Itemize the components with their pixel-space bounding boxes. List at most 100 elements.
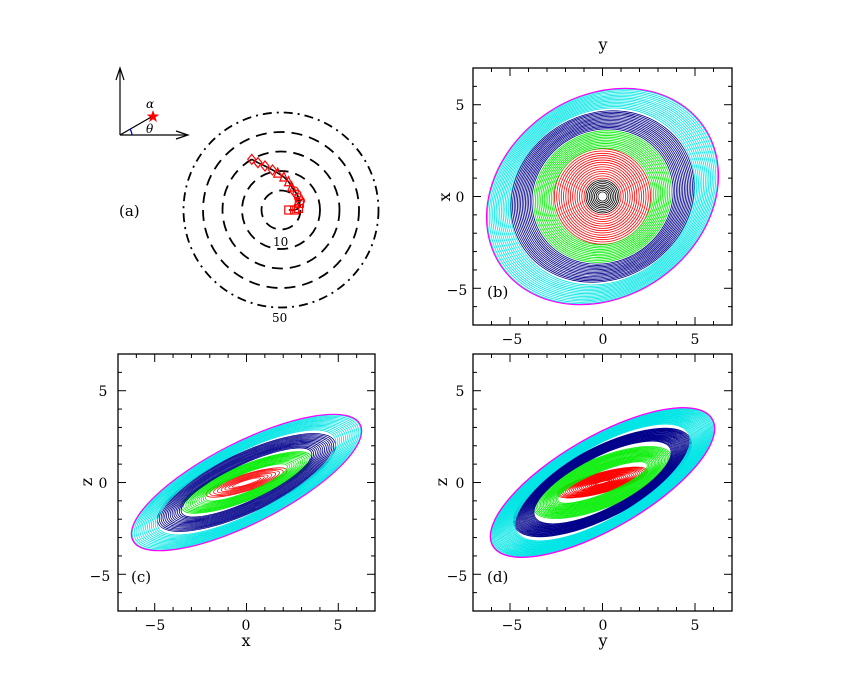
inset-star-marker [146,110,160,122]
panel-d-xtick-neg5: −5 [502,618,523,634]
panel-b-xtick-neg5: −5 [502,332,523,348]
panel-d-contours [489,407,716,558]
panel-b-contour-black-0 [597,191,608,202]
panel-d-contour-blue-13 [521,432,684,533]
panel-c-contour-cyan-0 [156,429,337,536]
panel-b-contour-red-2 [579,173,626,220]
panel-c-label: (c) [131,568,151,586]
panel-d-contour-blue-4 [529,438,676,527]
panel-b-contour-blue-12 [512,111,693,282]
panel-d-contour-red-8 [579,474,626,491]
panel-c-xtick-5: 5 [334,618,343,634]
panel-c-contour-cyan-2 [152,427,341,538]
panel-c-xtick-0: 0 [242,618,251,634]
panel-b-contour-cyan-6 [499,98,706,295]
panel-b-contour-blue-3 [526,124,679,269]
track-group [246,153,306,215]
panel-b-contour-red-5 [572,166,633,227]
ring-50 [182,111,380,309]
panel-b-contour-green-4 [545,141,660,252]
track-marker-triangle [286,180,297,192]
panel-d-label: (d) [487,568,508,586]
track-marker-diamond [253,156,263,169]
panel-b-contour-cyan-9 [494,94,711,299]
panel-c-contour-blue-2 [177,445,316,520]
panel-d-contour-green-7 [547,455,658,510]
panel-c-contour-green-11 [181,451,312,514]
panel-d-contour-green-6 [548,456,657,509]
panel-b-contour-red-10 [560,155,645,238]
panel-d-contour-blue-1 [532,440,673,525]
panel-b-contour-blue-1 [529,127,676,266]
panel-c-contours [130,413,363,552]
panel-d-contour-red-0 [594,479,611,486]
panel-c-contour-green-1 [202,462,291,503]
panel-d-contour-red-4 [587,477,618,488]
panel-b-contour-blue-2 [528,125,677,268]
panel-c-contour-blue-1 [178,446,315,519]
panel-b-contour-magenta-0 [485,87,720,306]
panel-b-contour-green-9 [536,133,669,260]
ring-label-inner: 10 [273,235,288,249]
panel-d-contour-blue-12 [521,433,684,532]
panel-b-contour-green-10 [535,131,670,262]
ring-20 [241,170,321,250]
panel-d-xlabel: y [597,631,607,650]
panel-b-contour-red-1 [581,175,624,218]
panel-c: x z (c) 5 0 −5 −5 0 5 [77,353,376,650]
panel-b-contour-green-6 [542,138,663,255]
panel-c-contour-blue-11 [160,435,333,530]
panel-c-contour-green-5 [194,458,299,507]
panel-d-ytick-0: 0 [456,476,465,492]
panel-b-contour-cyan-12 [488,90,717,303]
panel-d-contour-green-15 [535,447,670,518]
panel-d: y z (d) 5 0 −5 −5 0 5 [432,353,733,650]
panel-d-contour-blue-5 [528,437,677,528]
panel-d-contour-cyan-23 [490,408,715,557]
panel-b-contour-black-6 [587,181,618,212]
panel-a: α θ 10 50 (a) [115,66,380,325]
panel-c-xtick-neg5: −5 [145,618,166,634]
panel-d-contour-blue-8 [525,435,680,530]
panel-c-contour-cyan-4 [149,425,344,540]
panel-b-contour-green-8 [538,135,667,258]
panel-b-contour-blue-7 [520,118,685,275]
inset-radial-line [119,115,154,136]
panel-c-contour-green-9 [185,453,308,512]
panel-b-ytick-0: 0 [456,190,465,206]
panel-d-contour-red-2 [590,478,615,487]
panel-c-contour-red-5 [213,470,280,495]
panel-d-xtick-5: 5 [691,618,700,634]
panel-b-contour-cyan-4 [502,101,703,292]
panel-c-contour-blue-8 [166,438,327,527]
panel-d-contour-blue-2 [531,439,674,526]
panel-b-contour-blue-13 [510,110,695,283]
panel-d-contour-green-12 [540,450,665,515]
panel-c-contour-green-0 [205,463,288,502]
panel-b-contour-green-3 [547,143,658,250]
panel-c-contour-green-3 [198,460,295,505]
panel-b-contour-green-2 [549,144,656,249]
panel-d-contour-blue-20 [514,428,691,537]
ring-10 [260,189,302,231]
panel-b-contour-cyan-11 [490,91,715,302]
panel-b-contour-black-1 [595,189,610,204]
alpha-symbol: α [146,97,154,111]
panel-b-contour-blue-9 [516,115,689,278]
panel-c-contour-cyan-5 [147,423,346,542]
panel-d-xtick-0: 0 [599,618,608,634]
panel-c-xlabel: x [241,631,250,650]
panel-d-contour-red-15 [565,469,640,496]
panel-b-ytick-neg5: −5 [447,283,468,299]
panel-c-contour-blue-10 [162,436,331,529]
panel-b-xtick-0: 0 [599,332,608,348]
panel-c-contour-green-2 [200,461,293,504]
panel-b-contour-black-4 [590,184,615,209]
panel-d-ytick-neg5: −5 [447,569,468,585]
panel-c-contour-blue-12 [158,434,335,531]
panel-c-contour-green-10 [183,452,310,513]
panel-c-contour-cyan-10 [137,418,356,547]
panel-d-contour-red-14 [567,470,638,495]
ring-30 [221,150,341,270]
panel-b-contour-blue-4 [524,122,681,271]
